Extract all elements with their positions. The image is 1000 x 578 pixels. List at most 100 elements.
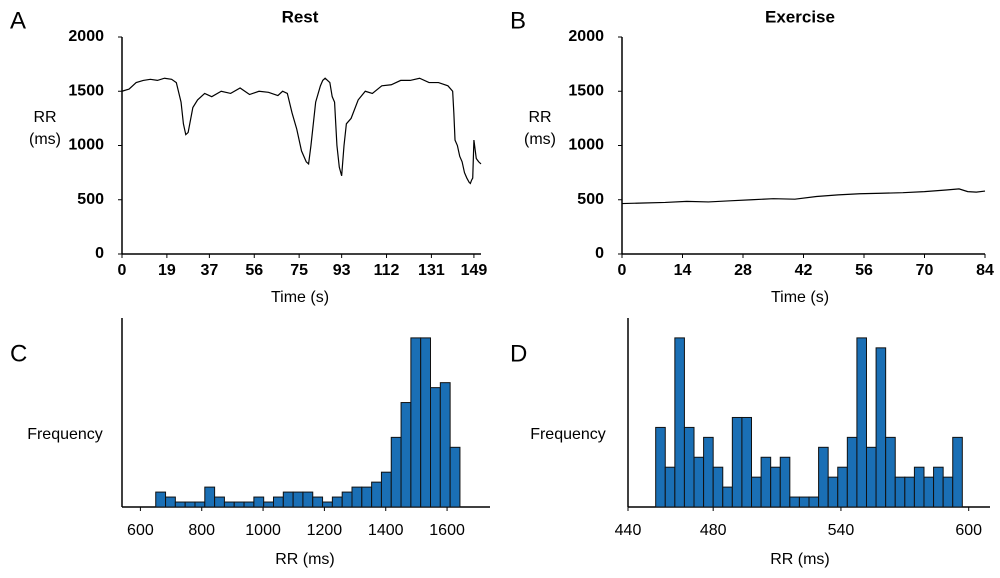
histogram-bar <box>722 486 733 508</box>
histogram-bar <box>341 491 353 508</box>
x-tick-label: 0 <box>118 262 127 279</box>
x-axis-label: RR (ms) <box>275 551 335 568</box>
histogram-bar <box>808 496 820 508</box>
histogram-bar <box>655 426 666 508</box>
histogram-bar <box>322 501 333 508</box>
y-tick-label: 2000 <box>68 28 104 45</box>
histogram-bar <box>933 466 944 508</box>
histogram-bar <box>371 481 382 508</box>
histogram-bar <box>361 486 373 508</box>
histogram-bar <box>798 496 810 508</box>
histogram-bar <box>292 491 304 508</box>
histogram-bar <box>875 347 887 508</box>
histogram-bar <box>751 476 762 508</box>
x-tick-label: 14 <box>674 262 692 279</box>
x-tick-label: 28 <box>734 262 752 279</box>
x-tick-label: 0 <box>618 262 627 279</box>
x-tick-label: 800 <box>188 522 215 539</box>
x-axis-label: Time (s) <box>271 289 329 306</box>
histogram-bar <box>194 501 206 508</box>
histogram-bar <box>351 486 363 508</box>
y-axis-label: RR <box>528 109 551 126</box>
x-tick-label: 56 <box>855 262 873 279</box>
histogram-bar <box>331 496 343 508</box>
x-tick-label: 56 <box>245 262 263 279</box>
histogram-bar <box>741 416 753 508</box>
histogram-bar <box>693 456 705 508</box>
x-axis-label: RR (ms) <box>770 551 830 568</box>
x-tick-label: 540 <box>828 522 855 539</box>
x-tick-label: 75 <box>290 262 308 279</box>
histogram-bar <box>155 491 167 508</box>
histogram-bar <box>827 476 839 508</box>
y-tick-label: 500 <box>77 191 104 208</box>
histogram-bar <box>400 402 412 508</box>
histogram-bar <box>923 476 935 508</box>
histogram-bar <box>942 476 954 508</box>
x-tick-label: 480 <box>700 522 727 539</box>
trace-line <box>621 188 986 205</box>
trace-line <box>121 77 482 185</box>
histogram-bar <box>380 471 392 508</box>
y-tick-label: 500 <box>577 191 604 208</box>
panel-letter: D <box>510 340 527 367</box>
x-tick-label: 1000 <box>245 522 281 539</box>
histogram-bar <box>165 496 176 508</box>
histogram-bar <box>885 436 896 508</box>
histogram-bar <box>904 476 915 508</box>
histogram-bar <box>952 436 963 508</box>
histogram-bar <box>894 476 906 508</box>
y-tick-label: 1500 <box>568 82 604 99</box>
x-axis-label: Time (s) <box>771 289 829 306</box>
chart-title: Exercise <box>765 7 835 26</box>
histogram-bar <box>263 501 274 508</box>
histogram-bar <box>312 496 324 508</box>
y-axis-label: RR <box>33 109 56 126</box>
histogram-bar <box>430 387 441 508</box>
histogram-bar <box>243 501 255 508</box>
histogram-bar <box>282 491 294 508</box>
x-tick-label: 93 <box>333 262 351 279</box>
x-tick-label: 600 <box>127 522 154 539</box>
x-tick-label: 131 <box>418 262 445 279</box>
histogram-bar <box>913 466 925 508</box>
y-tick-label: 2000 <box>568 28 604 45</box>
panel-letter: A <box>10 7 26 34</box>
histogram-bar <box>731 416 743 508</box>
histogram-bar <box>760 456 772 508</box>
histogram-bar <box>174 501 186 508</box>
histogram-bar <box>233 501 245 508</box>
y-tick-label: 0 <box>595 245 604 262</box>
x-tick-label: 84 <box>976 262 994 279</box>
x-tick-label: 1200 <box>307 522 343 539</box>
histogram-bar <box>712 466 724 508</box>
histogram-bar <box>184 501 196 508</box>
x-tick-label: 600 <box>955 522 982 539</box>
y-tick-label: 1500 <box>68 82 104 99</box>
histogram-bar <box>846 436 858 508</box>
panel-letter: B <box>510 7 526 34</box>
histogram-bar <box>253 496 265 508</box>
histogram-bar <box>302 491 314 508</box>
histogram-bar <box>674 337 685 508</box>
x-tick-label: 37 <box>200 262 218 279</box>
histogram-bar <box>683 426 695 508</box>
y-tick-label: 0 <box>95 245 104 262</box>
histogram-bar <box>439 382 451 508</box>
histogram-bar <box>779 456 791 508</box>
histogram-bar <box>770 466 781 508</box>
histogram-bar <box>789 496 800 508</box>
y-axis-label: Frequency <box>530 426 606 443</box>
y-tick-label: 1000 <box>68 137 104 154</box>
histogram-bar <box>664 466 676 508</box>
x-tick-label: 19 <box>158 262 176 279</box>
y-axis-label: (ms) <box>29 131 61 148</box>
panel-letter: C <box>10 340 27 367</box>
chart-title: Rest <box>282 7 319 26</box>
histogram-bar <box>703 436 714 508</box>
x-tick-label: 1600 <box>429 522 465 539</box>
histogram-bar <box>449 446 461 508</box>
x-tick-label: 70 <box>916 262 934 279</box>
histogram-bar <box>420 337 432 508</box>
